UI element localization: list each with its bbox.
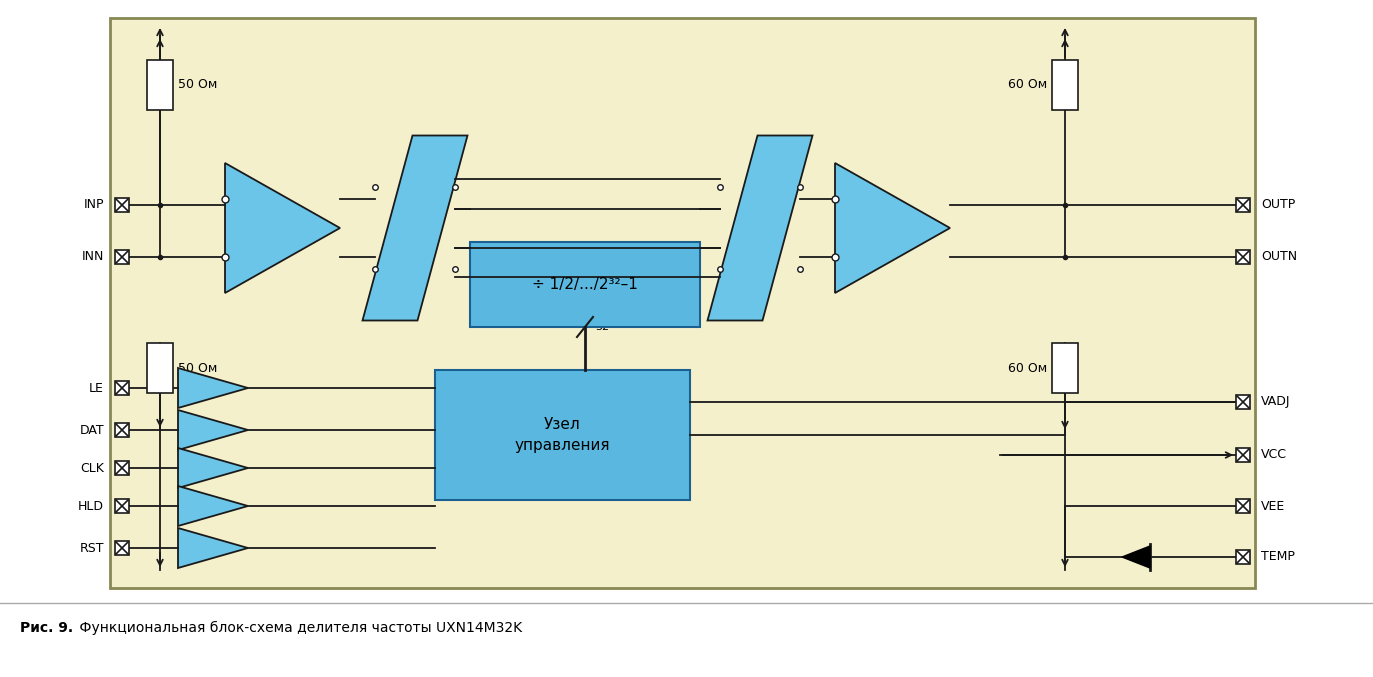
Bar	[115, 250, 129, 264]
Bar	[1236, 198, 1249, 212]
Text: TEMP: TEMP	[1260, 550, 1295, 563]
Text: VCC: VCC	[1260, 448, 1287, 462]
Bar	[115, 499, 129, 513]
Text: DAT: DAT	[80, 424, 104, 437]
Bar	[115, 541, 129, 555]
Polygon shape	[835, 163, 950, 293]
Text: Рис. 9.: Рис. 9.	[21, 621, 73, 635]
Bar	[1052, 60, 1078, 110]
Polygon shape	[178, 448, 249, 488]
Text: 60 Ом: 60 Ом	[1008, 362, 1048, 374]
Text: OUTP: OUTP	[1260, 198, 1295, 211]
Bar	[115, 423, 129, 437]
Bar	[470, 242, 700, 327]
Bar	[147, 343, 173, 393]
Polygon shape	[1122, 546, 1151, 568]
Bar	[147, 60, 173, 110]
Polygon shape	[178, 486, 249, 526]
Text: 50 Ом: 50 Ом	[178, 362, 217, 374]
Bar	[1236, 448, 1249, 462]
Text: Функциональная блок-схема делителя частоты UXN14M32K: Функциональная блок-схема делителя часто…	[76, 621, 522, 635]
Text: RST: RST	[80, 542, 104, 554]
Text: INP: INP	[84, 198, 104, 211]
Polygon shape	[362, 135, 467, 320]
Text: ÷ 1/2/.../2³²–1: ÷ 1/2/.../2³²–1	[533, 277, 638, 292]
Bar	[1236, 499, 1249, 513]
Text: HLD: HLD	[78, 500, 104, 512]
Text: CLK: CLK	[80, 462, 104, 475]
Text: VEE: VEE	[1260, 500, 1285, 512]
Text: LE: LE	[89, 382, 104, 395]
Polygon shape	[225, 163, 341, 293]
Polygon shape	[178, 528, 249, 568]
Bar	[110, 18, 1255, 588]
Polygon shape	[178, 410, 249, 450]
Text: 60 Ом: 60 Ом	[1008, 79, 1048, 91]
Bar	[115, 461, 129, 475]
Bar	[435, 370, 691, 500]
Text: Узел
управления: Узел управления	[515, 417, 610, 453]
Text: 32: 32	[595, 322, 610, 332]
Bar	[1236, 550, 1249, 564]
Bar	[1052, 343, 1078, 393]
Text: VADJ: VADJ	[1260, 395, 1291, 408]
Text: OUTN: OUTN	[1260, 250, 1297, 263]
Polygon shape	[178, 368, 249, 408]
Polygon shape	[707, 135, 813, 320]
Bar	[1236, 395, 1249, 409]
Bar	[115, 198, 129, 212]
Bar	[1236, 250, 1249, 264]
Text: 50 Ом: 50 Ом	[178, 79, 217, 91]
Bar	[115, 381, 129, 395]
Text: INN: INN	[81, 250, 104, 263]
